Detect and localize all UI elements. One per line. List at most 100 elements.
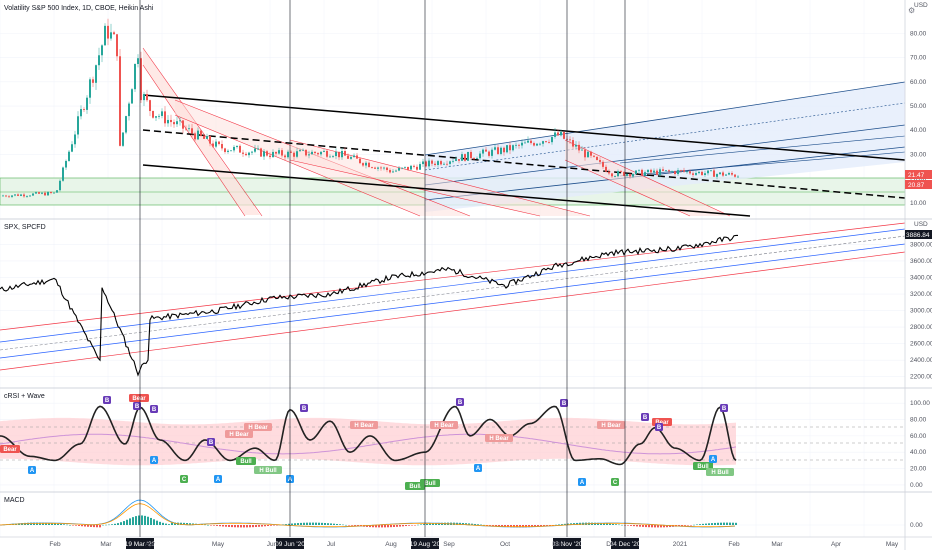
vix-candle [503, 147, 505, 153]
axis-tick-label: 60.00 [910, 79, 927, 86]
vix-candle [473, 158, 475, 159]
crsi-signal-badge [0, 445, 20, 453]
crsi-signal-text: Bear [132, 396, 146, 402]
macd-bar [558, 524, 560, 525]
crsi-signal-badge [709, 455, 717, 463]
vix-candle [545, 141, 547, 143]
vix-candle [149, 100, 151, 111]
vix-candle [488, 151, 490, 156]
vix-candle [224, 148, 226, 152]
macd-bar [702, 523, 704, 525]
vix-candle [275, 151, 277, 154]
vix-candle [140, 58, 142, 101]
macd-bar [567, 523, 569, 525]
macd-bar [210, 525, 212, 526]
vix-candle [269, 155, 271, 158]
vix-candle [662, 169, 664, 171]
macd-bar [708, 523, 710, 525]
gear-icon[interactable]: ⚙ [908, 6, 915, 15]
vix-candle [248, 152, 250, 156]
vix-candle [512, 145, 514, 151]
axis-tick-label: 60.00 [910, 433, 927, 440]
vix-candle [371, 167, 373, 168]
vix-candle [680, 170, 682, 171]
macd-bar [312, 522, 314, 525]
crsi-signal-badge [706, 468, 734, 476]
vix-candle [527, 140, 529, 143]
macd-bar [477, 524, 479, 525]
time-axis-label: Feb [728, 541, 740, 548]
vix-candle [476, 158, 478, 159]
vix-candle [107, 25, 109, 39]
macd-bar [72, 525, 74, 526]
axis-tick-label: 70.00 [910, 55, 927, 62]
macd-bar [714, 522, 716, 525]
axis-tick-label: 0.00 [910, 482, 923, 489]
macd-bar [501, 525, 503, 527]
macd-bar [81, 525, 83, 527]
macd-bar [162, 522, 164, 525]
vix-candle [728, 173, 730, 175]
vix-candle [722, 172, 724, 176]
spx-price-line [0, 234, 738, 377]
vix-candle [710, 170, 712, 172]
crsi-signal-badge [578, 478, 586, 486]
macd-bar [726, 522, 728, 525]
vix-candle [692, 173, 694, 175]
vix-candle [218, 141, 220, 145]
vix-candle [215, 141, 217, 147]
macd-bar [270, 525, 272, 526]
macd-bar [687, 525, 689, 526]
vix-candle [338, 151, 340, 158]
axis-tick-label: 80.00 [910, 30, 927, 37]
macd-bar [132, 517, 134, 525]
crsi-signal-badge [300, 404, 308, 412]
macd-bar [189, 523, 191, 525]
vix-candle [362, 163, 364, 166]
macd-bar [531, 525, 533, 528]
macd-bar [552, 525, 554, 526]
macd-bar [93, 525, 95, 528]
vix-candle [656, 170, 658, 175]
macd-bar [120, 522, 122, 525]
vix-candle [17, 194, 19, 196]
macd-bar [390, 525, 392, 528]
macd-bar [711, 523, 713, 525]
time-axis-label: Apr [831, 541, 842, 548]
crsi-signal-text: H Bear [354, 423, 374, 429]
vix-candle [647, 169, 649, 173]
axis-tick-label: 3600.00 [910, 258, 932, 265]
macd-bar [534, 525, 536, 527]
macd-bar [351, 525, 353, 526]
macd-bar [537, 525, 539, 527]
red-ch-2b [174, 114, 421, 217]
macd-bar [480, 524, 482, 526]
macd-bar [159, 521, 161, 525]
vix-candle [89, 79, 91, 98]
macd-bar [393, 525, 395, 528]
macd-bar [144, 515, 146, 525]
vix-candle [383, 167, 385, 169]
vix-candle [644, 172, 646, 176]
spx-ch-mid [0, 235, 906, 351]
vix-candle [83, 109, 85, 110]
macd-bar [495, 525, 497, 527]
vix-candle [356, 155, 358, 159]
vix-candle [500, 147, 502, 154]
crsi-signal-text: B [657, 425, 662, 431]
macd-bar [720, 522, 722, 525]
vix-candle [44, 192, 46, 196]
macd-bar [243, 525, 245, 528]
vix-candle [68, 151, 70, 161]
vix-candle [56, 190, 58, 193]
macd-bar [264, 525, 266, 527]
crsi-title: cRSI + Wave [4, 393, 45, 400]
spx-pane [0, 222, 906, 377]
macd-bar [600, 522, 602, 525]
vix-candle [626, 173, 628, 176]
axis-tick-label: 50.00 [910, 103, 927, 110]
macd-bar [45, 522, 47, 525]
vix-candle [533, 143, 535, 146]
crsi-signal-badge [214, 475, 222, 483]
vix-candle [125, 116, 127, 133]
